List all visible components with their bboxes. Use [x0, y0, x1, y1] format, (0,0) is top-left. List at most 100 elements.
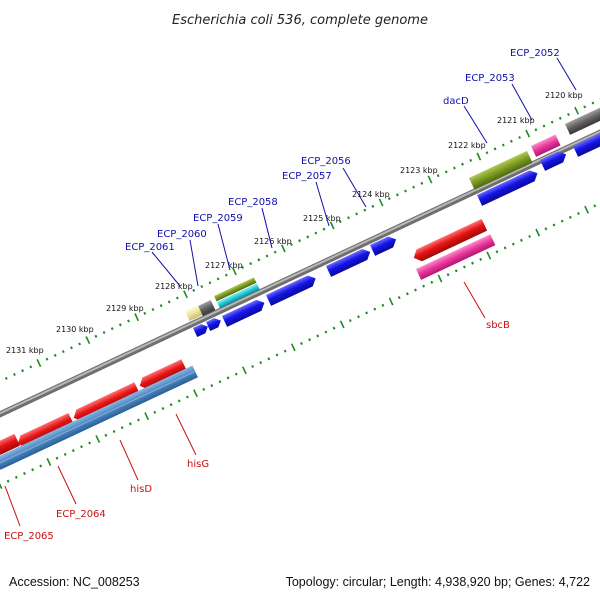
ruler-label-2131: 2131 kbp [6, 346, 44, 355]
outer-ruler [4, 98, 600, 380]
cds-hisd[interactable] [71, 382, 140, 423]
feature-olive-dacd[interactable] [469, 150, 533, 190]
inner-ruler-minor-tick [519, 238, 523, 242]
cds-ecp2061[interactable] [193, 322, 210, 338]
gene-label-ecp2059[interactable]: ECP_2059 [193, 213, 243, 224]
outer-ruler-minor-tick [338, 220, 342, 224]
outer-ruler-minor-tick [110, 327, 114, 331]
inner-ruler-major-tick [388, 297, 394, 306]
inner-ruler-minor-tick [39, 464, 43, 468]
cds-ecp2053[interactable] [540, 149, 569, 171]
feature-pink-sbcb[interactable] [416, 234, 496, 280]
outer-ruler-minor-tick [314, 231, 318, 235]
outer-ruler-minor-tick [4, 376, 8, 380]
feature-cream-ecp2061[interactable] [185, 305, 203, 321]
gene-label-ecp2058[interactable]: ECP_2058 [228, 197, 278, 208]
feature-cyan-ecp2059[interactable] [217, 283, 260, 309]
cds-ecp2059[interactable] [222, 297, 267, 327]
outer-ruler-minor-tick [29, 365, 33, 369]
inner-ruler-minor-tick [511, 242, 515, 246]
inner-ruler-minor-tick [405, 292, 409, 296]
inner-ruler-minor-tick [23, 471, 26, 476]
ruler-label-2122: 2122 kbp [448, 141, 486, 150]
inner-ruler-major-tick [339, 320, 345, 329]
inner-ruler-minor-tick [332, 326, 336, 330]
outer-ruler-minor-tick [257, 258, 261, 262]
inner-ruler-minor-tick [479, 257, 483, 261]
gene-label-ecp2065[interactable]: ECP_2065 [4, 531, 54, 542]
outer-ruler-minor-tick [322, 227, 326, 231]
outer-ruler-minor-tick [53, 353, 57, 357]
cds-ecp2060[interactable] [206, 316, 223, 332]
cds-ecp2058[interactable] [266, 273, 318, 306]
gene-label-hisd[interactable]: hisD [130, 484, 152, 495]
inner-ruler-minor-tick [316, 334, 320, 338]
outer-ruler-minor-tick [241, 265, 245, 269]
gene-label-ecp2056[interactable]: ECP_2056 [301, 156, 351, 167]
gene-label-ecp2060[interactable]: ECP_2060 [157, 229, 207, 240]
outer-ruler-minor-tick [200, 285, 204, 289]
feature-olive-ecp2059[interactable] [214, 277, 257, 302]
ruler-label-2130: 2130 kbp [56, 325, 94, 334]
inner-ruler-minor-tick [202, 387, 206, 391]
outer-ruler-minor-tick [347, 216, 350, 220]
inner-ruler-major-tick [46, 458, 52, 467]
outer-ruler-minor-tick [371, 204, 375, 208]
cds-ecp2064[interactable] [15, 412, 74, 450]
inner-ruler-major-tick [95, 435, 101, 444]
inner-ruler-major-tick [0, 483, 3, 489]
outer-ruler-minor-tick [558, 116, 562, 120]
gene-label-ecp2052[interactable]: ECP_2052 [510, 48, 560, 59]
gene-labels: ECP_2052 ECP_2053 dacD ECP_2056 ECP_2057… [4, 48, 560, 542]
cds-ecp2052[interactable] [573, 126, 600, 157]
inner-ruler-minor-tick [55, 456, 59, 460]
inner-ruler-minor-tick [128, 422, 132, 426]
inner-ruler-minor-tick [446, 273, 450, 277]
map-title: Escherichia coli 536, complete genome [172, 13, 428, 28]
ruler-labels: 2120 kbp 2121 kbp 2122 kbp 2123 kbp 2124… [6, 91, 583, 355]
cds-dacd[interactable] [477, 168, 540, 206]
outer-ruler-minor-tick [542, 124, 546, 128]
feature-gray-ecp2060[interactable] [198, 300, 216, 316]
outer-ruler-minor-tick [420, 181, 424, 185]
inner-ruler-minor-tick [14, 475, 18, 479]
inner-ruler-minor-tick [577, 211, 580, 216]
outer-ruler-minor-tick [567, 112, 570, 117]
cds-ecp2056[interactable] [370, 234, 399, 256]
inner-ruler-minor-tick [308, 338, 312, 342]
genome-summary-text: Topology: circular; Length: 4,938,920 bp… [286, 575, 590, 589]
feature-steelblue-operon[interactable] [0, 365, 198, 470]
ruler-label-2120: 2120 kbp [545, 91, 583, 100]
gene-label-ecp2057[interactable]: ECP_2057 [282, 171, 332, 182]
inner-ruler-major-tick [437, 274, 443, 283]
inner-ruler-minor-tick [275, 353, 279, 357]
gene-label-sbcb[interactable]: sbcB [486, 320, 510, 331]
gene-label-hisg[interactable]: hisG [187, 459, 209, 470]
outer-ruler-minor-tick [265, 254, 269, 258]
cds-ecp2057[interactable] [326, 246, 373, 277]
ruler-label-2126: 2126 kbp [254, 237, 292, 246]
gene-label-ecp2061[interactable]: ECP_2061 [125, 242, 175, 253]
inner-ruler-minor-tick [185, 395, 189, 399]
gene-label-ecp2053[interactable]: ECP_2053 [465, 73, 515, 84]
ruler-label-2129: 2129 kbp [106, 304, 144, 313]
inner-ruler-minor-tick [88, 441, 92, 445]
cds-hisg[interactable] [137, 359, 187, 392]
outer-ruler-major-tick [183, 290, 188, 299]
outer-ruler-minor-tick [550, 120, 554, 124]
outer-ruler-minor-tick [118, 323, 122, 327]
cds-ecp2065[interactable] [0, 433, 20, 462]
outer-ruler-minor-tick [70, 346, 73, 350]
outer-ruler-major-tick [329, 221, 335, 230]
inner-ruler-minor-tick [422, 284, 426, 288]
outer-ruler-minor-tick [518, 135, 522, 139]
inner-ruler-minor-tick [218, 380, 222, 384]
inner-ruler-minor-tick [397, 296, 401, 300]
cds-sbcb[interactable] [411, 218, 488, 264]
feature-gray-ecp2052[interactable] [565, 102, 600, 135]
outer-ruler-minor-tick [583, 105, 587, 109]
gene-label-dacd[interactable]: dacD [443, 96, 469, 107]
feature-pink-ecp2053[interactable] [531, 134, 561, 157]
gene-label-ecp2064[interactable]: ECP_2064 [56, 509, 106, 520]
